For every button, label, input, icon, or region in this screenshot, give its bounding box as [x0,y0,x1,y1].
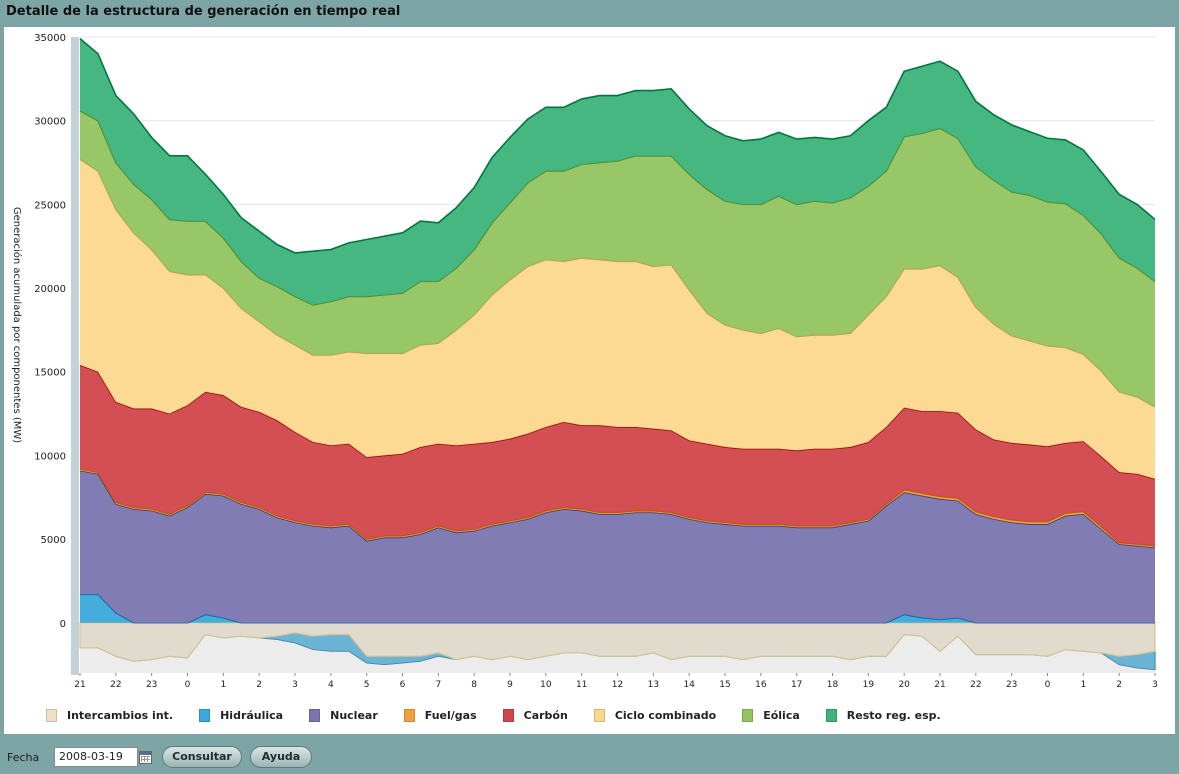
y-tick-label: 25000 [34,200,66,211]
x-tick-label: 19 [863,680,875,690]
series-area [80,159,1155,479]
fecha-label: Fecha [7,751,40,764]
legend-swatch [309,708,321,722]
series-area [80,470,1155,623]
legend-item: Carbón [502,708,568,722]
x-tick-label: 21 [934,680,945,690]
x-tick-label: 1 [220,680,226,690]
x-tick-label: 23 [1006,680,1017,690]
legend-item: Hidráulica [199,708,284,722]
legend-swatch [199,708,211,722]
negative-band-overlay [80,622,1155,673]
x-tick-label: 3 [1152,680,1158,690]
legend-label: Fuel/gas [424,708,477,722]
chart-panel: 0 5000 10000 15000 20000 25000 30000 35000 Gener… [4,27,1175,734]
x-tick-label: 6 [400,680,406,690]
y-tick-label: 5000 [41,535,66,546]
y-tick-label: 15000 [34,368,66,379]
legend-item: Eólica [742,708,800,722]
x-tick-label: 10 [540,680,552,690]
x-tick-label: 20 [898,680,910,690]
page-title: Detalle de la estructura de generación e… [6,4,401,19]
x-tick-label: 8 [471,680,477,690]
consultar-button[interactable]: Consultar [162,746,242,768]
legend-label: Hidráulica [220,708,284,722]
x-tick-label: 7 [435,680,441,690]
title-bar: Detalle de la estructura de generación e… [0,0,1179,25]
x-tick-label: 22 [970,680,981,690]
x-tick-label: 2 [1116,680,1122,690]
legend-item: Ciclo combinado [593,708,717,722]
legend-swatch [46,708,57,722]
x-tick-label: 17 [791,680,802,690]
x-tick-label: 2 [256,680,262,690]
legend-label: Ciclo combinado [614,708,717,722]
legend-item: Fuel/gas [403,708,477,722]
x-tick-label: 21 [74,680,85,690]
legend-label: Carbón [523,708,568,722]
y-tick-label: 0 [60,619,66,630]
chart-legend: Intercambios int. Hidráulica Nuclear Fuel/g… [46,706,967,724]
legend-swatch [403,708,415,722]
series-area [80,365,1155,546]
y-axis-label: Generación acumulada por componentes (MW… [11,207,23,443]
y-tick-label: 20000 [34,284,66,295]
calendar-icon[interactable] [139,751,152,764]
legend-item: Intercambios int. [46,708,174,722]
x-tick-label: 18 [827,680,839,690]
x-tick-label: 15 [719,680,730,690]
x-tick-label: 0 [185,680,191,690]
y-tick-label: 10000 [34,451,66,462]
legend-label: Eólica [763,708,800,722]
x-tick-label: 22 [110,680,121,690]
legend-swatch [742,708,754,722]
legend-swatch [593,708,605,722]
series-line [79,109,1156,306]
ayuda-button[interactable]: Ayuda [250,746,312,768]
series-area [80,110,1155,407]
x-tick-label: 14 [683,680,695,690]
x-tick-label: 3 [292,680,298,690]
series-line [79,38,1156,254]
x-tick-label: 4 [328,680,334,690]
legend-item: Resto reg. esp. [825,708,941,722]
legend-label: Intercambios int. [67,708,174,722]
legend-item: Nuclear [309,708,378,722]
x-tick-label: 16 [755,680,767,690]
y-axis-strip [71,37,79,675]
fecha-input[interactable]: 2008-03-19 [54,747,138,767]
legend-label: Resto reg. esp. [846,708,941,722]
legend-swatch [502,708,514,722]
x-tick-label: 13 [648,680,659,690]
x-tick-label: 9 [507,680,513,690]
x-tick-label: 1 [1080,680,1086,690]
x-tick-label: 5 [364,680,370,690]
x-tick-label: 23 [146,680,157,690]
legend-label: Nuclear [330,708,378,722]
x-tick-label: 12 [612,680,623,690]
x-tick-label: 0 [1045,680,1051,690]
chart-svg: 0 5000 10000 15000 20000 25000 30000 35000 Gener… [11,33,1158,690]
y-tick-label: 30000 [34,117,66,128]
legend-swatch [825,708,837,722]
x-tick-label: 11 [576,680,587,690]
y-tick-label: 35000 [34,33,66,44]
